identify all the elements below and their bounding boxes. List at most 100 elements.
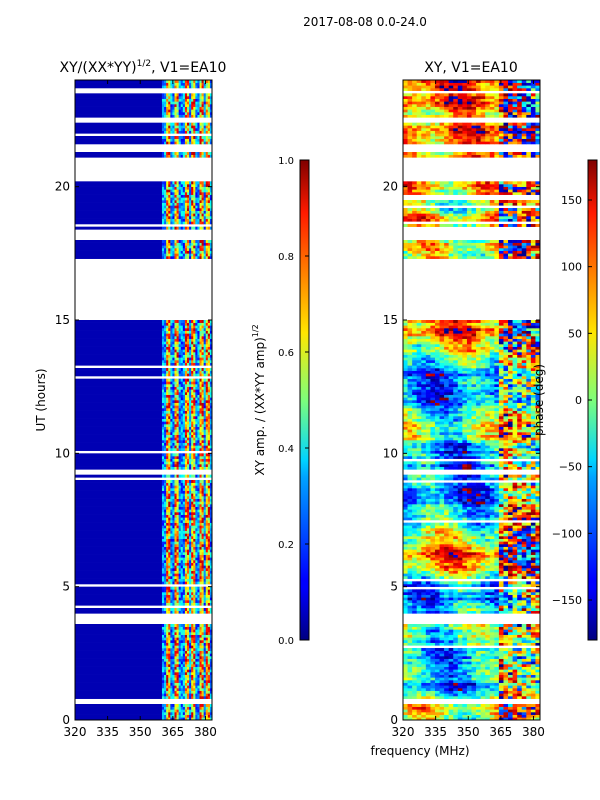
heatmap-cell	[75, 682, 162, 686]
heatmap-cell	[182, 501, 186, 505]
colorbar-tick-label: 0.0	[278, 636, 294, 647]
heatmap-cell	[75, 253, 162, 257]
heatmap-cell	[193, 536, 196, 539]
heatmap-cell	[168, 253, 171, 257]
heatmap-cell	[193, 128, 196, 131]
heatmap-cell	[191, 373, 194, 377]
heatmap-cell	[186, 381, 190, 385]
heatmap-cell	[191, 114, 194, 118]
heatmap-cell	[197, 610, 200, 614]
heatmap-cell	[195, 442, 198, 446]
heatmap-cell	[184, 192, 188, 195]
heatmap-cell	[203, 474, 207, 478]
heatmap-cell	[191, 632, 194, 635]
heatmap-cell	[186, 568, 190, 571]
heatmap-cell	[526, 714, 532, 718]
heatmap-cell	[508, 717, 513, 720]
heatmap-cell	[164, 336, 167, 339]
heatmap-cell	[203, 549, 207, 553]
heatmap-cell	[195, 181, 198, 185]
heatmap-cell	[209, 541, 212, 545]
heatmap-cell	[201, 634, 204, 638]
heatmap-cell	[207, 248, 211, 251]
heatmap-cell	[184, 693, 188, 697]
heatmap-cell	[75, 402, 162, 406]
heatmap-cell	[182, 226, 186, 230]
heatmap-cell	[203, 381, 207, 385]
heatmap-cell	[203, 389, 207, 393]
heatmap-cell	[180, 488, 184, 491]
heatmap-cell	[161, 189, 165, 193]
heatmap-cell	[184, 250, 188, 254]
heatmap-cell	[201, 128, 204, 131]
heatmap-cell	[174, 432, 177, 435]
heatmap-cell	[207, 386, 211, 390]
y-tick-label: 20	[55, 180, 70, 194]
heatmap-cell	[186, 434, 190, 438]
heatmap-cell	[193, 205, 196, 209]
heatmap-cell	[195, 242, 198, 246]
heatmap-cell	[180, 218, 184, 222]
heatmap-cell	[180, 706, 184, 710]
heatmap-cell	[205, 93, 209, 97]
heatmap-cell	[503, 688, 509, 691]
heatmap-cell	[164, 384, 167, 387]
heatmap-cell	[476, 680, 481, 683]
heatmap-cell	[205, 602, 209, 606]
heatmap-cell	[168, 181, 171, 185]
heatmap-cell	[172, 114, 175, 118]
heatmap-cell	[191, 453, 194, 457]
heatmap-cell	[166, 602, 169, 606]
heatmap-cell	[75, 128, 162, 131]
heatmap-cell	[161, 557, 165, 561]
heatmap-cell	[182, 682, 186, 686]
heatmap-cell	[207, 682, 211, 686]
heatmap-cell	[416, 688, 422, 691]
heatmap-cell	[191, 189, 194, 193]
heatmap-cell	[205, 546, 209, 550]
heatmap-cell	[193, 378, 196, 382]
heatmap-cell	[521, 685, 527, 689]
heatmap-cell	[184, 426, 188, 430]
heatmap-cell	[195, 101, 198, 105]
heatmap-cell	[199, 221, 202, 225]
heatmap-cell	[199, 570, 202, 574]
heatmap-cell	[186, 496, 190, 499]
heatmap-cell	[209, 370, 212, 374]
heatmap-cell	[201, 573, 204, 577]
heatmap-cell	[184, 538, 188, 542]
heatmap-cell	[168, 216, 171, 219]
heatmap-cell	[195, 248, 198, 251]
heatmap-cell	[75, 82, 162, 86]
heatmap-cell	[201, 138, 204, 142]
heatmap-cell	[203, 392, 207, 395]
heatmap-cell	[209, 128, 212, 131]
heatmap-cell	[164, 685, 167, 689]
heatmap-cell	[186, 205, 190, 209]
heatmap-cell	[75, 493, 162, 497]
heatmap-cell	[197, 546, 200, 550]
heatmap-cell	[161, 565, 165, 569]
heatmap-cell	[170, 536, 173, 539]
heatmap-cell	[172, 400, 175, 403]
heatmap-cell	[172, 96, 175, 99]
heatmap-cell	[199, 389, 202, 393]
heatmap-cell	[209, 581, 212, 585]
heatmap-cell	[182, 181, 186, 185]
heatmap-cell	[197, 370, 200, 374]
heatmap-cell	[494, 685, 500, 689]
heatmap-cell	[161, 624, 165, 627]
heatmap-cell	[189, 586, 192, 590]
heatmap-cell	[203, 552, 207, 555]
heatmap-cell	[180, 576, 184, 579]
heatmap-cell	[462, 693, 468, 697]
heatmap-cell	[199, 394, 202, 398]
heatmap-cell	[186, 624, 190, 627]
heatmap-cell	[174, 656, 177, 659]
heatmap-cell	[166, 194, 169, 198]
heatmap-cell	[191, 344, 194, 347]
heatmap-cell	[164, 154, 167, 158]
amplitude-colorbar-label-sup: 1/2	[251, 324, 260, 337]
heatmap-cell	[421, 712, 427, 715]
heatmap-cell	[195, 344, 198, 347]
